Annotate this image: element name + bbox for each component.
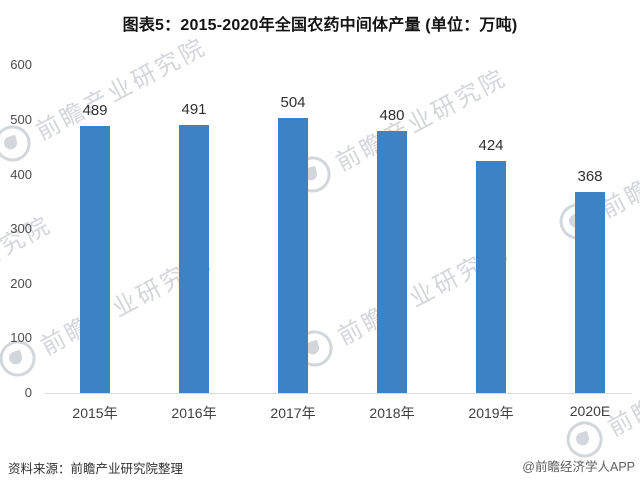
source-note: 资料来源：前瞻产业研究院整理: [8, 462, 184, 476]
bar-2015年: [80, 126, 110, 393]
y-tick-label: 200: [10, 275, 32, 291]
bar-value-label: 480: [379, 106, 405, 124]
bar-value-label: 491: [181, 100, 207, 118]
x-axis-label: 2020E: [569, 403, 611, 419]
bar-2020E: [575, 192, 605, 393]
credit-note: @前瞻经济学人APP: [522, 460, 635, 474]
x-axis-label: 2018年: [369, 405, 415, 421]
y-tick-label: 400: [10, 166, 32, 182]
bar-value-label: 424: [478, 137, 504, 155]
y-tick-label: 500: [10, 112, 32, 127]
x-axis-label: 2019年: [468, 405, 514, 421]
y-tick-label: 300: [10, 221, 32, 237]
bar-value-label: 368: [577, 168, 603, 186]
y-tick-label: 100: [10, 330, 32, 346]
x-axis-label: 2017年: [270, 405, 316, 421]
y-tick-label: 600: [10, 57, 32, 73]
bar-value-label: 504: [280, 93, 306, 111]
bar-value-label: 489: [82, 102, 108, 119]
bar-2016年: [179, 124, 209, 393]
bar-2019年: [476, 161, 506, 393]
chart-title: 图表5：2015-2020年全国农药中间体产量 (单位：万吨): [122, 17, 518, 34]
bar-2017年: [278, 117, 308, 393]
x-axis-label: 2015年: [72, 405, 118, 421]
y-tick-label: 0: [24, 385, 32, 400]
x-axis-label: 2016年: [171, 405, 217, 421]
x-axis-line: [45, 393, 632, 394]
bar-2018年: [377, 130, 407, 393]
